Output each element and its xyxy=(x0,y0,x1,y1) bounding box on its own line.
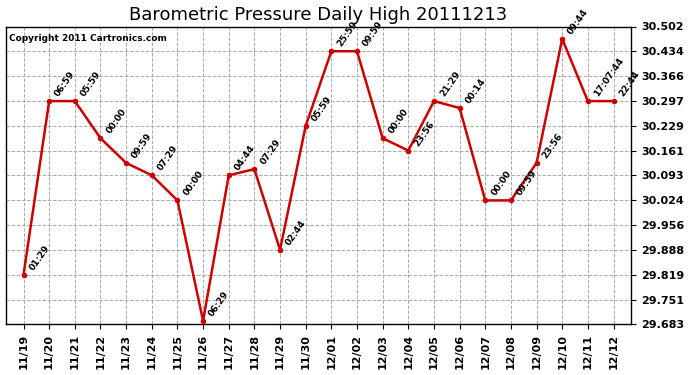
Text: 07:29: 07:29 xyxy=(259,138,282,166)
Text: 09:59: 09:59 xyxy=(515,169,539,198)
Text: 09:59: 09:59 xyxy=(361,20,385,48)
Text: 02:44: 02:44 xyxy=(284,218,308,247)
Text: 05:59: 05:59 xyxy=(79,70,103,98)
Text: 07:29: 07:29 xyxy=(156,144,180,172)
Text: 09:59: 09:59 xyxy=(130,132,154,160)
Text: 22:44: 22:44 xyxy=(618,69,642,98)
Text: 00:14: 00:14 xyxy=(464,77,488,105)
Text: 23:56: 23:56 xyxy=(541,132,564,160)
Text: 00:00: 00:00 xyxy=(105,107,128,135)
Text: 00:00: 00:00 xyxy=(181,170,205,198)
Text: 21:29: 21:29 xyxy=(438,70,462,98)
Text: 00:00: 00:00 xyxy=(387,107,411,135)
Text: 04:44: 04:44 xyxy=(233,144,257,172)
Text: 23:56: 23:56 xyxy=(413,119,436,148)
Text: 06:59: 06:59 xyxy=(53,70,77,98)
Text: 05:59: 05:59 xyxy=(310,94,334,123)
Text: 06:29: 06:29 xyxy=(207,290,231,318)
Text: 01:29: 01:29 xyxy=(28,244,52,272)
Text: Copyright 2011 Cartronics.com: Copyright 2011 Cartronics.com xyxy=(9,34,166,43)
Title: Barometric Pressure Daily High 20111213: Barometric Pressure Daily High 20111213 xyxy=(130,6,508,24)
Text: 17:07:44: 17:07:44 xyxy=(592,56,625,98)
Text: 00:00: 00:00 xyxy=(489,170,513,198)
Text: 25:59: 25:59 xyxy=(335,20,359,48)
Text: 09:44: 09:44 xyxy=(566,7,591,36)
